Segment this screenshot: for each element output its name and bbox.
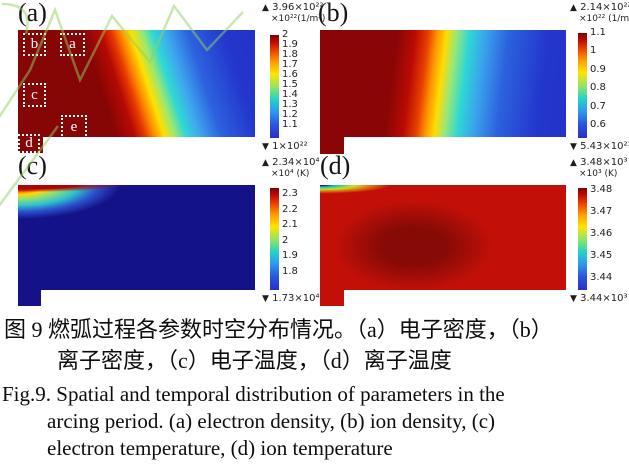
colorbar-a-min: ▼ 1×10²² — [262, 141, 308, 152]
caption-chinese-line2: 离子密度，（c）电子温度，（d）离子温度 — [57, 348, 452, 373]
colorbar-a-max: ▲ 3.96×10²² — [262, 2, 324, 13]
colorbar-a: ▲ 3.96×10²² ×10²²(1/m³) 2 1.9 1.8 1.7 1.… — [262, 0, 332, 160]
panel-c-electrode-notch — [18, 290, 41, 306]
colorbar-b: ▲ 2.14×10²² ×10²² (1/m³) 1.1 1 0.9 0.8 0… — [570, 0, 629, 160]
caption-chinese-line1: 图 9 燃弧过程各参数时空分布情况。（a）电子密度，（b） — [4, 317, 553, 342]
colorbar-b-unit: ×10²² (1/m³) — [579, 14, 629, 24]
panel-a-heatmap: b a c e d — [18, 30, 255, 153]
min-triangle-icon: ▼ — [570, 294, 577, 304]
colorbar-a-ticks: 2 1.9 1.8 1.7 1.6 1.5 1.4 1.3 1.2 1.1 — [282, 29, 298, 130]
colorbar-b-min: ▼ 5.43×10²¹ — [570, 141, 629, 152]
max-triangle-icon: ▲ — [570, 158, 577, 168]
panel-d-heatmap — [320, 185, 566, 306]
region-marker-a: a — [60, 33, 85, 56]
max-triangle-icon: ▲ — [570, 3, 577, 13]
caption-english-line3: electron temperature, (d) ion temperatur… — [47, 436, 393, 460]
panel-d-label: (d) — [320, 151, 351, 180]
region-marker-e: e — [61, 115, 87, 139]
max-triangle-icon: ▲ — [262, 158, 269, 168]
panel-d-electrode-notch — [320, 290, 344, 306]
colorbar-d-max: ▲ 3.48×10³ — [570, 157, 628, 168]
panel-a-label: (a) — [18, 0, 47, 27]
panel-c-label: (c) — [18, 151, 47, 180]
colorbar-c: ▲ 2.34×10⁴ ×10⁴ (K) 2.3 2.2 2.1 2 1.9 1.… — [262, 155, 332, 305]
min-triangle-icon: ▼ — [262, 142, 269, 152]
colorbar-d-ticks: 3.48 3.47 3.46 3.45 3.44 — [590, 184, 613, 283]
panel-c-heatmap — [18, 185, 255, 306]
colorbar-c-gradient — [270, 188, 279, 290]
colorbar-d-gradient — [578, 188, 587, 290]
colorbar-c-min: ▼ 1.73×10⁴ — [262, 293, 320, 304]
min-triangle-icon: ▼ — [570, 142, 577, 152]
colorbar-b-max: ▲ 2.14×10²² — [570, 2, 629, 13]
caption-english-line1: Fig.9. Spatial and temporal distribution… — [2, 382, 505, 406]
max-triangle-icon: ▲ — [262, 3, 269, 13]
colorbar-c-unit: ×10⁴ (K) — [271, 169, 310, 179]
colorbar-d-min: ▼ 3.44×10³ — [570, 293, 628, 304]
colorbar-c-ticks: 2.3 2.2 2.1 2 1.9 1.8 — [282, 188, 298, 277]
min-triangle-icon: ▼ — [262, 294, 269, 304]
colorbar-b-ticks: 1.1 1 0.9 0.8 0.7 0.6 — [590, 27, 606, 130]
colorbar-a-gradient — [270, 35, 279, 138]
colorbar-d: ▲ 3.48×10³ ×10³ (K) 3.48 3.47 3.46 3.45 … — [570, 155, 629, 305]
colorbar-c-max: ▲ 2.34×10⁴ — [262, 157, 320, 168]
panel-b-electrode-notch — [320, 137, 344, 154]
region-marker-b: b — [23, 33, 46, 56]
caption-english-line2: arcing period. (a) electron density, (b)… — [47, 409, 496, 433]
colorbar-a-unit: ×10²²(1/m³) — [271, 14, 326, 24]
colorbar-d-unit: ×10³ (K) — [579, 169, 618, 179]
panel-b-heatmap — [320, 30, 566, 154]
region-marker-c: c — [23, 83, 46, 107]
panel-b-label: (b) — [318, 0, 349, 27]
colorbar-b-gradient — [578, 33, 587, 138]
